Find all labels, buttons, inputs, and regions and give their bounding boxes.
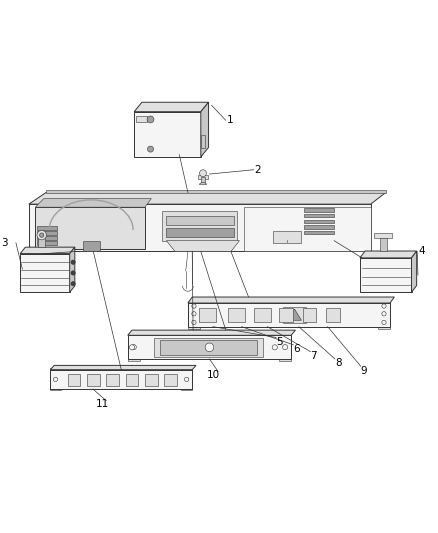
Bar	[166, 216, 234, 225]
Bar	[166, 228, 234, 237]
Bar	[67, 374, 81, 385]
Bar	[164, 374, 177, 385]
Polygon shape	[288, 309, 301, 320]
Circle shape	[148, 146, 153, 152]
Bar	[279, 308, 293, 322]
Text: 8: 8	[335, 358, 342, 368]
Circle shape	[71, 271, 75, 275]
Polygon shape	[199, 183, 207, 184]
Polygon shape	[360, 251, 417, 258]
Polygon shape	[46, 190, 386, 192]
Bar	[162, 212, 237, 241]
Circle shape	[53, 377, 58, 382]
Bar	[379, 238, 387, 251]
Polygon shape	[70, 247, 75, 292]
Polygon shape	[374, 233, 392, 238]
Bar	[303, 308, 317, 322]
Polygon shape	[50, 366, 196, 370]
Polygon shape	[29, 204, 371, 252]
Polygon shape	[198, 175, 208, 179]
Polygon shape	[128, 334, 140, 361]
Bar	[136, 116, 147, 123]
Polygon shape	[35, 207, 145, 249]
Circle shape	[184, 377, 189, 382]
Bar	[199, 308, 216, 322]
Bar	[201, 135, 205, 148]
Polygon shape	[360, 258, 412, 292]
Bar	[254, 308, 271, 322]
Circle shape	[382, 312, 386, 316]
Polygon shape	[20, 254, 70, 292]
Bar	[304, 220, 334, 223]
Polygon shape	[201, 102, 208, 157]
Circle shape	[382, 320, 386, 325]
Polygon shape	[412, 251, 417, 292]
Bar	[126, 374, 138, 385]
Polygon shape	[35, 199, 152, 207]
Circle shape	[39, 233, 44, 237]
Circle shape	[192, 320, 196, 325]
Bar	[326, 308, 340, 322]
Circle shape	[192, 312, 196, 316]
Bar	[106, 374, 119, 385]
Polygon shape	[188, 297, 394, 303]
Circle shape	[130, 345, 134, 350]
Circle shape	[71, 260, 75, 264]
Circle shape	[200, 169, 206, 176]
Bar	[36, 241, 57, 245]
Text: 1: 1	[226, 115, 233, 125]
Bar	[304, 208, 334, 212]
Bar	[283, 307, 306, 323]
Circle shape	[147, 116, 154, 123]
Polygon shape	[166, 241, 240, 252]
Bar	[304, 225, 334, 229]
Bar	[36, 225, 57, 230]
Circle shape	[71, 281, 75, 286]
Bar	[228, 308, 245, 322]
Text: 2: 2	[254, 165, 261, 175]
Bar	[304, 214, 334, 217]
Circle shape	[131, 344, 136, 350]
Text: 10: 10	[207, 370, 220, 380]
Polygon shape	[244, 207, 371, 252]
Polygon shape	[188, 303, 390, 327]
Text: 7: 7	[311, 351, 317, 361]
Text: 3: 3	[1, 238, 7, 248]
Bar	[273, 231, 301, 243]
Polygon shape	[20, 247, 75, 254]
Bar	[145, 374, 158, 385]
Bar	[36, 236, 57, 240]
Circle shape	[272, 345, 277, 350]
Bar	[160, 340, 257, 354]
Circle shape	[37, 230, 46, 240]
Polygon shape	[134, 102, 208, 112]
Bar	[304, 231, 334, 234]
Polygon shape	[134, 112, 201, 157]
Circle shape	[382, 304, 386, 308]
Bar	[36, 231, 57, 235]
Circle shape	[205, 343, 214, 352]
Polygon shape	[50, 370, 192, 389]
Bar	[38, 237, 45, 247]
Circle shape	[283, 344, 288, 350]
Text: 5: 5	[276, 337, 283, 347]
Text: 11: 11	[95, 399, 109, 409]
Polygon shape	[378, 301, 390, 329]
Polygon shape	[128, 335, 291, 359]
Bar	[201, 177, 205, 183]
Polygon shape	[50, 368, 61, 390]
Text: 6: 6	[293, 344, 300, 354]
Polygon shape	[279, 334, 291, 361]
Polygon shape	[181, 368, 192, 390]
Text: 9: 9	[361, 366, 367, 376]
Text: 4: 4	[418, 246, 424, 256]
Polygon shape	[188, 301, 200, 329]
Polygon shape	[83, 241, 100, 252]
Polygon shape	[128, 330, 295, 335]
Circle shape	[192, 304, 196, 308]
Polygon shape	[29, 192, 386, 204]
Bar	[153, 338, 263, 357]
Bar	[87, 374, 100, 385]
